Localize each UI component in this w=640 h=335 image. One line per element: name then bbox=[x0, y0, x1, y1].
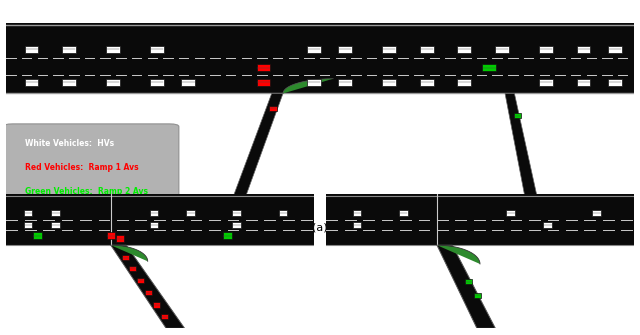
Bar bbox=[122, 255, 129, 260]
Bar bbox=[307, 46, 321, 53]
Bar bbox=[51, 222, 60, 228]
Bar bbox=[326, 194, 634, 245]
Polygon shape bbox=[111, 245, 148, 261]
Polygon shape bbox=[111, 245, 184, 328]
Bar bbox=[181, 79, 195, 86]
Bar bbox=[62, 79, 76, 86]
Text: White Vehicles:  HVs: White Vehicles: HVs bbox=[25, 139, 115, 148]
Bar bbox=[338, 79, 352, 86]
Bar bbox=[539, 79, 553, 86]
Polygon shape bbox=[437, 245, 480, 264]
Bar bbox=[150, 222, 158, 228]
Bar bbox=[24, 46, 38, 53]
Bar bbox=[150, 210, 158, 216]
Polygon shape bbox=[283, 79, 333, 93]
Bar bbox=[150, 79, 164, 86]
Bar bbox=[106, 46, 120, 53]
Bar bbox=[399, 210, 408, 216]
Polygon shape bbox=[505, 93, 540, 208]
Bar bbox=[420, 46, 433, 53]
Bar bbox=[161, 314, 168, 319]
Bar bbox=[129, 266, 136, 271]
Bar bbox=[278, 210, 287, 216]
Text: Green Vehicles:  Ramp 2 Avs: Green Vehicles: Ramp 2 Avs bbox=[25, 187, 148, 196]
Bar bbox=[539, 46, 553, 53]
Bar bbox=[24, 79, 38, 86]
Bar bbox=[353, 222, 362, 228]
Bar bbox=[257, 64, 271, 71]
Bar bbox=[137, 278, 143, 283]
Bar bbox=[577, 79, 590, 86]
Bar bbox=[458, 46, 471, 53]
Bar bbox=[382, 79, 396, 86]
Bar bbox=[257, 79, 271, 86]
Bar bbox=[577, 46, 590, 53]
Bar bbox=[474, 292, 481, 297]
Polygon shape bbox=[437, 245, 495, 328]
Bar bbox=[353, 210, 362, 216]
Bar bbox=[543, 222, 552, 228]
Bar bbox=[382, 46, 396, 53]
Bar bbox=[232, 222, 241, 228]
Bar bbox=[186, 210, 195, 216]
Bar bbox=[6, 23, 634, 93]
Bar bbox=[307, 79, 321, 86]
Bar bbox=[145, 290, 152, 295]
Bar bbox=[420, 79, 433, 86]
Bar bbox=[465, 279, 472, 284]
Bar bbox=[483, 64, 496, 71]
Bar bbox=[24, 210, 32, 216]
Bar bbox=[154, 303, 160, 308]
Polygon shape bbox=[229, 93, 283, 208]
Bar bbox=[269, 106, 276, 111]
Bar bbox=[24, 222, 32, 228]
Bar bbox=[232, 210, 241, 216]
Bar bbox=[338, 46, 352, 53]
Bar bbox=[106, 232, 115, 239]
Bar bbox=[6, 194, 314, 245]
Bar bbox=[116, 235, 124, 242]
Bar bbox=[62, 46, 76, 53]
Bar bbox=[106, 79, 120, 86]
Bar bbox=[223, 232, 232, 239]
Bar bbox=[458, 79, 471, 86]
Bar bbox=[150, 46, 164, 53]
Bar bbox=[495, 46, 509, 53]
Bar bbox=[506, 210, 515, 216]
Bar bbox=[608, 46, 621, 53]
Text: (a): (a) bbox=[312, 222, 328, 232]
Text: Red Vehicles:  Ramp 1 Avs: Red Vehicles: Ramp 1 Avs bbox=[25, 163, 139, 172]
Bar bbox=[33, 232, 42, 239]
Bar bbox=[593, 210, 601, 216]
FancyBboxPatch shape bbox=[3, 124, 179, 207]
Bar bbox=[514, 113, 522, 118]
Bar bbox=[608, 79, 621, 86]
Bar bbox=[51, 210, 60, 216]
